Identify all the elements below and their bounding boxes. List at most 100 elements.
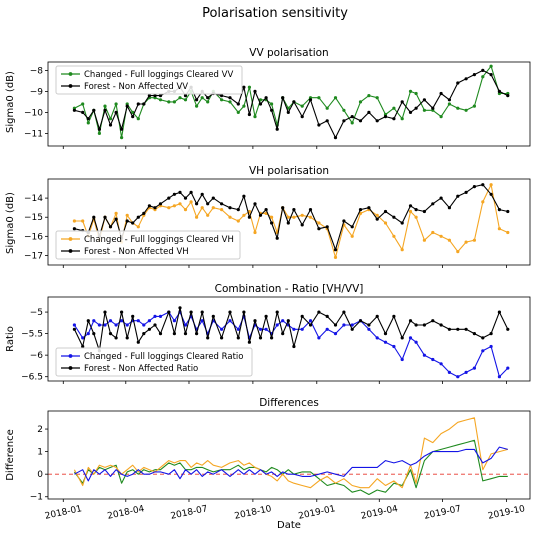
ratio-series-1-point [189, 310, 193, 314]
vh-y-tick-label: −16 [24, 232, 43, 242]
vh-series-1-point [367, 206, 371, 210]
ratio-series-1-point [375, 314, 379, 318]
vh-series-group [72, 183, 510, 259]
ratio-y-tick-label: −5.5 [21, 330, 43, 340]
vh-series-1-point [247, 215, 251, 219]
x-tick-label: 2019-07 [423, 504, 462, 522]
ratio-series-0-point [447, 370, 451, 374]
vv-series-1-point [247, 112, 251, 117]
vh-series-1-point [142, 211, 146, 215]
ratio-series-1-point [431, 319, 435, 323]
vv-series-1-point [253, 89, 257, 93]
vh-panel-title: VH polarisation [249, 165, 329, 177]
ratio-series-0-point [103, 323, 107, 327]
ratio-series-0-point [220, 327, 224, 331]
vv-series-0-point [136, 117, 140, 121]
vv-series-1-point [383, 115, 388, 119]
vh-series-0-point [333, 255, 338, 259]
ratio-series-1-point [167, 310, 171, 314]
vh-series-1-point [114, 217, 118, 221]
ratio-series-1-point [447, 327, 451, 331]
vv-legend-marker-forest [68, 84, 73, 88]
vh-series-1-point [153, 206, 157, 210]
vv-series-1-point [300, 115, 304, 119]
ratio-series-1-point [281, 332, 285, 336]
ratio-series-1-point [506, 327, 510, 331]
ratio-series-0-point [431, 357, 435, 362]
vh-series-0-line [74, 184, 509, 258]
vv-series-0-point [414, 91, 418, 96]
vh-legend-box [55, 230, 241, 260]
vh-series-0-point [136, 225, 140, 229]
vv-series-1-point [258, 102, 263, 106]
vv-series-0-point [317, 96, 321, 100]
vh-series-0-point [506, 230, 510, 235]
vh-legend-marker-forest [68, 249, 73, 253]
ratio-series-1-point [108, 332, 113, 336]
ratio-series-0-point [464, 370, 468, 374]
vv-series-0-point [103, 104, 107, 108]
vh-series-1-point [206, 202, 210, 206]
ratio-series-0-point [183, 323, 188, 327]
ratio-series-1-point [220, 336, 224, 340]
vv-series-1-point [464, 77, 468, 81]
vh-panel: VH polarisation Sigma0 (dB) −17 −16 −15 −14… [5, 165, 531, 268]
vh-series-1-point [242, 194, 246, 198]
vh-series-0-point [228, 215, 232, 219]
vh-series-1-point [325, 225, 329, 229]
vv-series-1-point [392, 117, 396, 121]
ratio-series-0-point [439, 362, 443, 366]
vv-series-0-point [228, 100, 232, 104]
ratio-series-0-point [317, 336, 321, 340]
ratio-series-1-point [275, 310, 279, 314]
ratio-series-0-point [108, 319, 113, 323]
ratio-series-1-point [153, 323, 157, 327]
vv-series-0-point [242, 104, 246, 108]
vh-series-1-point [375, 217, 379, 221]
vh-y-axis: −17 −16 −15 −14 [24, 194, 48, 261]
vv-series-1-point [131, 115, 135, 119]
ratio-series-1-point [147, 327, 151, 331]
vv-series-0-point [114, 102, 118, 106]
vv-series-0-point [200, 96, 204, 100]
ratio-series-0-point [125, 323, 129, 327]
vv-series-0-line [74, 65, 508, 139]
ratio-series-1-point [342, 310, 346, 314]
vv-y-axis-label: Sigma0 (dB) [5, 71, 16, 133]
x-tick-label: 2018-01 [44, 504, 83, 522]
ratio-series-0-point [342, 323, 346, 327]
vh-series-0-point [408, 209, 413, 214]
vh-series-0-point [183, 208, 188, 212]
vv-series-0-point [206, 100, 210, 104]
ratio-series-0-point [481, 349, 485, 353]
vh-series-0-point [439, 234, 443, 238]
vh-series-1-point [264, 208, 268, 212]
vh-series-1-point [447, 206, 451, 210]
ratio-series-0-point [497, 375, 501, 379]
vh-series-0-point [253, 230, 257, 235]
vh-series-1-point [414, 208, 418, 212]
vh-series-1-point [131, 221, 135, 225]
vv-x-axis [62, 146, 507, 149]
vv-series-1-point [317, 123, 321, 127]
vh-legend-label-changed: Changed - Full loggings Cleared VH [84, 235, 234, 245]
vh-series-0-point [270, 215, 274, 219]
vv-series-1-point [439, 91, 443, 96]
vv-series-0-point [481, 75, 485, 79]
vh-series-1-point [431, 202, 435, 206]
ratio-series-0-point [97, 323, 101, 327]
vv-series-1-point [228, 96, 232, 100]
vv-series-0-point [81, 102, 85, 106]
differences-series-2-line [74, 446, 508, 482]
ratio-series-1-point [92, 332, 96, 336]
vh-series-1-point [200, 192, 204, 196]
vh-series-1-point [308, 208, 313, 212]
vv-series-0-point [408, 89, 413, 93]
vv-y-tick-label: −9 [30, 87, 44, 97]
vv-series-1-point [292, 100, 296, 104]
vh-legend: Changed - Full loggings Cleared VH Fores… [55, 230, 241, 260]
ratio-series-1-point [308, 323, 313, 327]
vh-series-0-point [195, 215, 199, 219]
ratio-series-0-point [258, 327, 263, 331]
vv-series-0-point [258, 98, 263, 102]
